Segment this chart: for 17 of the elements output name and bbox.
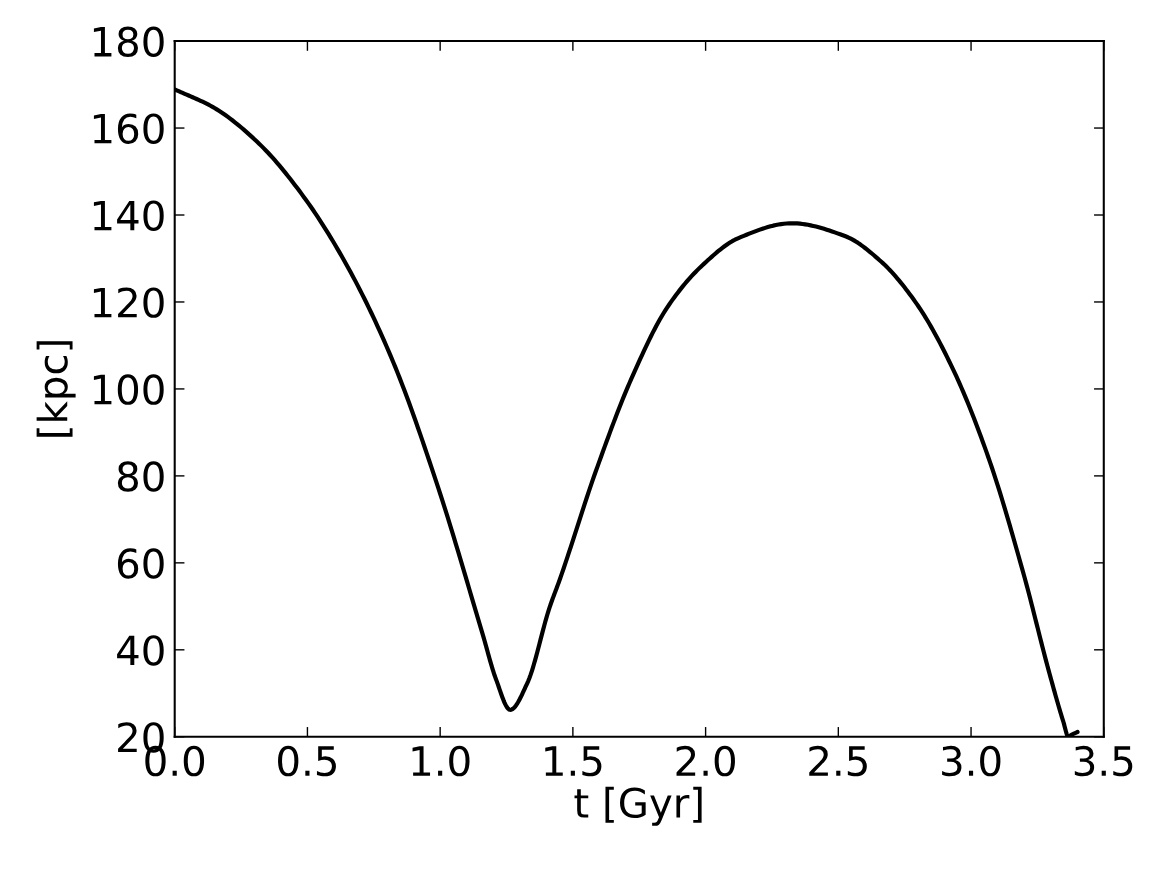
y-axis-title: [kpc] bbox=[36, 341, 76, 437]
x-tick-label: 0.5 bbox=[278, 745, 336, 777]
y-tick-label: 180 bbox=[93, 26, 164, 57]
x-tick-label: 2.0 bbox=[676, 745, 735, 777]
y-tick-label: 80 bbox=[117, 461, 164, 492]
x-axis-title: t [Gyr] bbox=[574, 786, 702, 826]
y-tick-label: 160 bbox=[93, 113, 164, 144]
x-tick-label: 1.5 bbox=[545, 746, 602, 777]
x-tick-label: 1.0 bbox=[412, 745, 470, 777]
y-tick-label: 120 bbox=[93, 287, 164, 318]
y-tick-label: 60 bbox=[117, 548, 164, 579]
y-tick-label: 100 bbox=[93, 374, 164, 405]
y-tick-label: 140 bbox=[93, 200, 164, 231]
y-tick-label: 40 bbox=[117, 635, 164, 666]
x-tick-label: 3.0 bbox=[942, 745, 1001, 777]
x-tick-label: 3.5 bbox=[1074, 745, 1133, 777]
x-tick-label: 2.5 bbox=[809, 745, 867, 777]
